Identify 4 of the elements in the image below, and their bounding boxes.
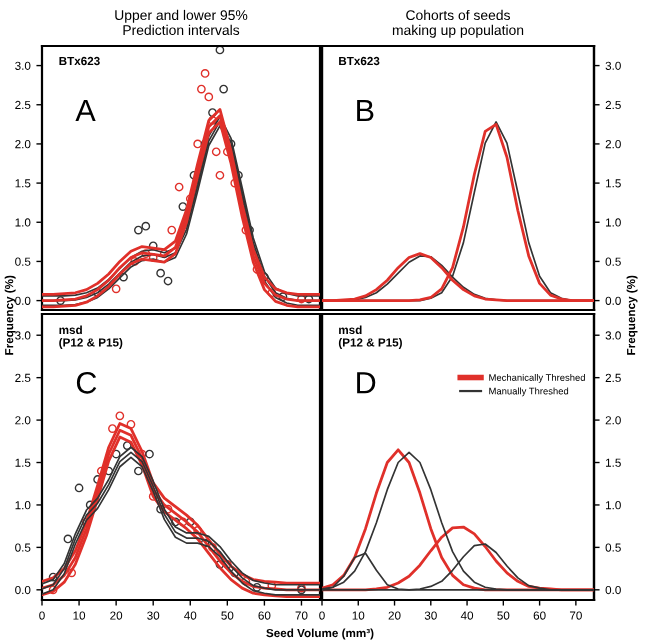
- annotation: B: [357, 99, 374, 121]
- annotation: D: [357, 372, 376, 394]
- annotation: C: [76, 372, 97, 394]
- annotation: A: [75, 99, 96, 121]
